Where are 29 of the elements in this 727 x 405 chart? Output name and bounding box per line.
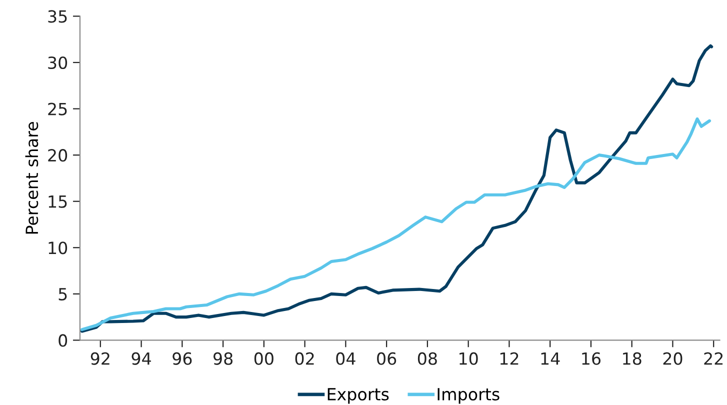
x-tick-label: 06 [377,352,396,365]
y-tick-label: 15 [48,196,67,208]
y-tick-label: 5 [58,288,67,300]
x-tick-label: 96 [172,352,192,365]
x-tick-label: 02 [295,352,314,365]
x-tick-label: 94 [132,352,151,365]
x-tick-label: 92 [90,352,110,365]
x-tick-label: 16 [582,352,601,365]
legend-label: Exports [328,388,389,404]
y-tick-label: 10 [48,242,68,254]
x-tick-label: 14 [541,352,560,365]
x-tick-label: 98 [213,352,233,365]
y-tick-label: 20 [48,149,68,162]
x-tick-label: 04 [336,352,356,365]
y-tick-label: 30 [48,56,68,70]
y-axis-title: Percent share [25,122,38,234]
x-tick-label: 20 [663,352,682,365]
x-tick-label: 18 [623,352,642,365]
x-tick-label: 22 [704,352,723,365]
y-tick-label: 25 [48,102,67,116]
line-series [80,44,714,333]
x-tick-label: 00 [254,352,274,365]
legend-label: Imports [438,388,500,404]
y-tick-label: 35 [48,10,67,23]
x-tick-label: 08 [418,352,437,365]
x-tick-label: 12 [500,352,518,365]
x-tick-label: 10 [460,352,478,365]
line-series [80,117,712,332]
y-tick-label: 0 [58,334,68,347]
